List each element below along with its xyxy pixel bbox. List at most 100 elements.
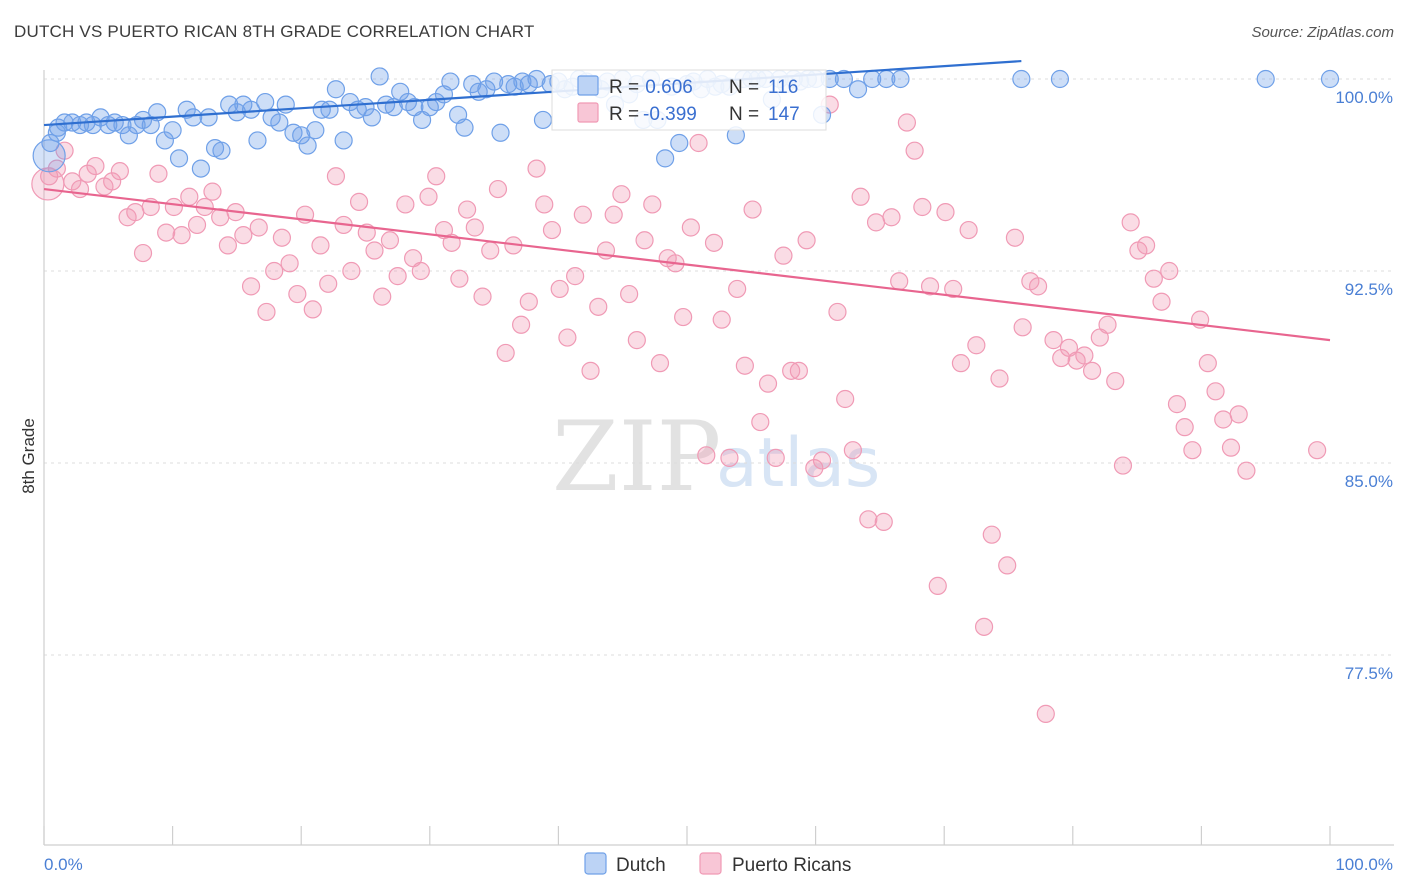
data-point-puerto-ricans — [974, 617, 994, 636]
y-tick-label: 92.5% — [1345, 280, 1393, 299]
data-point-puerto-ricans — [897, 113, 917, 132]
data-point-puerto-ricans — [126, 203, 145, 222]
data-point-puerto-ricans — [465, 218, 484, 237]
legend-n-value-dutch: 116 — [768, 77, 798, 98]
data-point-puerto-ricans — [1214, 410, 1233, 429]
data-point-puerto-ricans — [241, 277, 261, 296]
data-point-puerto-ricans — [349, 192, 369, 211]
data-point-puerto-ricans — [450, 269, 469, 288]
data-point-puerto-ricans — [1221, 438, 1241, 457]
data-point-puerto-ricans — [396, 195, 415, 214]
data-point-puerto-ricans — [427, 167, 446, 186]
data-point-dutch — [306, 121, 325, 140]
data-point-dutch — [326, 80, 346, 99]
data-point-puerto-ricans — [1028, 277, 1048, 296]
data-point-puerto-ricans — [481, 241, 500, 260]
legend-swatch-dutch — [577, 75, 599, 96]
data-point-dutch — [248, 131, 267, 150]
data-point-dutch — [391, 82, 410, 101]
data-point-puerto-ricans — [110, 162, 129, 181]
data-point-puerto-ricans — [944, 279, 963, 299]
data-point-dutch — [1320, 69, 1340, 89]
data-point-puerto-ricans — [890, 272, 909, 291]
data-point-cluster-dutch — [32, 139, 66, 173]
data-point-puerto-ricans — [496, 343, 515, 363]
data-point-puerto-ricans — [303, 300, 322, 319]
gridlines — [44, 78, 1394, 656]
data-point-puerto-ricans — [735, 356, 754, 375]
data-point-puerto-ricans — [828, 302, 847, 322]
data-point-puerto-ricans — [882, 208, 901, 227]
bottom-legend-swatch-dutch — [584, 852, 607, 875]
data-point-puerto-ricans — [373, 287, 392, 306]
data-point-dutch — [312, 100, 331, 119]
data-point-puerto-ricans — [635, 231, 654, 250]
data-point-puerto-ricans — [566, 267, 585, 286]
data-point-dutch — [155, 131, 174, 150]
data-point-puerto-ricans — [589, 297, 608, 316]
data-point-puerto-ricans — [1152, 292, 1171, 311]
watermark-atlas: atlas — [716, 424, 880, 503]
data-point-cluster-pr — [31, 167, 65, 201]
data-point-puerto-ricans — [712, 310, 731, 329]
data-point-puerto-ricans — [411, 261, 430, 281]
data-point-puerto-ricans — [913, 197, 932, 217]
data-point-dutch — [169, 149, 189, 168]
data-point-dutch — [270, 113, 289, 132]
data-point-puerto-ricans — [326, 167, 346, 186]
data-point-puerto-ricans — [319, 274, 338, 293]
data-point-puerto-ricans — [1237, 461, 1256, 480]
y-tick-label: 85.0% — [1345, 472, 1393, 491]
data-point-puerto-ricans — [859, 510, 878, 529]
data-point-puerto-ricans — [743, 200, 762, 219]
data-point-puerto-ricans — [172, 226, 191, 245]
legend-r-value-pr: -0.399 — [643, 104, 697, 125]
data-point-puerto-ricans — [1175, 418, 1194, 437]
x-tick-label-min: 0.0% — [44, 855, 83, 874]
series-legend: Dutch Puerto Ricans — [584, 852, 851, 876]
data-point-dutch — [834, 69, 853, 89]
data-point-puerto-ricans — [990, 369, 1009, 388]
data-point-puerto-ricans — [681, 218, 700, 237]
bottom-legend-label-dutch: Dutch — [616, 855, 666, 876]
legend-n-label-pr: N = — [729, 104, 759, 125]
data-point-puerto-ricans — [1160, 261, 1179, 281]
data-point-puerto-ricans — [874, 512, 893, 531]
data-point-dutch — [441, 72, 460, 91]
data-point-puerto-ricans — [1082, 361, 1102, 380]
data-point-dutch — [163, 121, 182, 140]
data-point-dutch — [292, 126, 311, 145]
data-point-puerto-ricans — [288, 284, 307, 304]
data-point-puerto-ricans — [720, 448, 739, 467]
data-point-puerto-ricans — [365, 241, 384, 260]
data-point-puerto-ricans — [442, 233, 461, 252]
data-point-puerto-ricans — [689, 133, 708, 153]
data-point-puerto-ricans — [967, 336, 986, 355]
data-point-dutch — [1256, 69, 1275, 89]
legend-n-value-pr: 147 — [768, 104, 800, 125]
data-point-dutch — [241, 100, 261, 119]
x-axis-ticks — [43, 826, 1331, 845]
data-point-puerto-ricans — [928, 576, 947, 595]
data-point-puerto-ricans — [959, 220, 978, 240]
data-point-puerto-ricans — [519, 292, 538, 311]
data-point-puerto-ricans — [836, 389, 855, 409]
data-point-puerto-ricans — [133, 243, 153, 263]
data-point-puerto-ricans — [280, 254, 299, 273]
data-point-puerto-ricans — [164, 197, 183, 217]
legend-swatch-pr — [577, 102, 599, 123]
data-point-puerto-ricans — [203, 182, 222, 201]
data-point-puerto-ricans — [1121, 213, 1140, 232]
data-point-puerto-ricans — [1036, 704, 1055, 723]
source-label: Source: ZipAtlas.com — [1251, 24, 1394, 41]
data-point-puerto-ricans — [766, 448, 785, 467]
data-point-puerto-ricans — [1167, 395, 1187, 414]
data-point-dutch — [119, 126, 138, 145]
data-point-puerto-ricans — [866, 213, 886, 232]
data-point-puerto-ricans — [180, 187, 199, 206]
data-point-puerto-ricans — [627, 331, 646, 350]
data-point-puerto-ricans — [774, 246, 793, 265]
data-point-dutch — [47, 123, 66, 142]
data-point-puerto-ricans — [488, 179, 508, 199]
data-point-dutch — [199, 108, 218, 127]
